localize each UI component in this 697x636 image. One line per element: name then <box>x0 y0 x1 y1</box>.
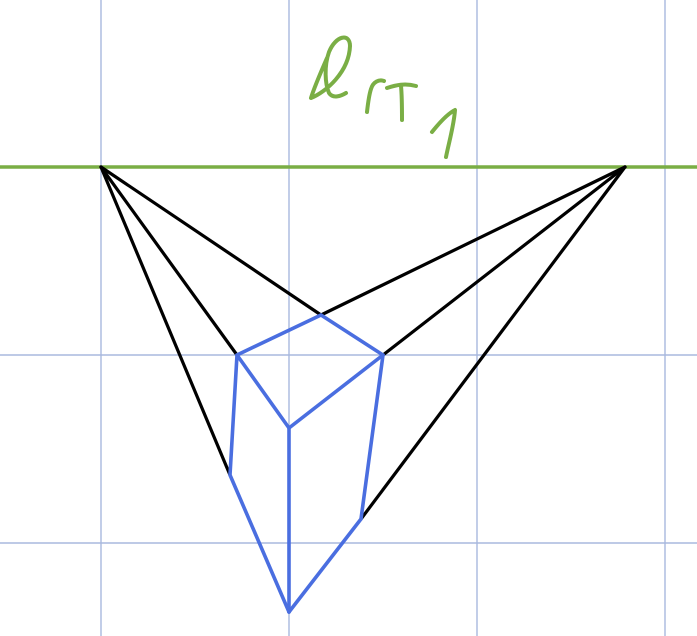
projector-left-3 <box>99 165 232 477</box>
projector-left-1 <box>99 165 323 317</box>
projection-lines <box>99 165 627 521</box>
handwritten-label-icon <box>430 108 457 159</box>
projector-left-2 <box>99 165 239 357</box>
projector-right-2 <box>381 165 627 357</box>
handwritten-label-icon <box>399 84 404 122</box>
handwritten-label-icon <box>309 35 352 100</box>
perspective-solid <box>228 313 385 614</box>
projector-right-1 <box>319 165 627 317</box>
projector-right-3 <box>359 165 627 521</box>
solid-top-face <box>235 313 385 430</box>
solid-edge-right <box>287 353 385 614</box>
handwritten-label-icon <box>365 78 386 114</box>
horizon-label-handwriting <box>309 35 457 159</box>
solid-edge-left <box>228 353 291 614</box>
